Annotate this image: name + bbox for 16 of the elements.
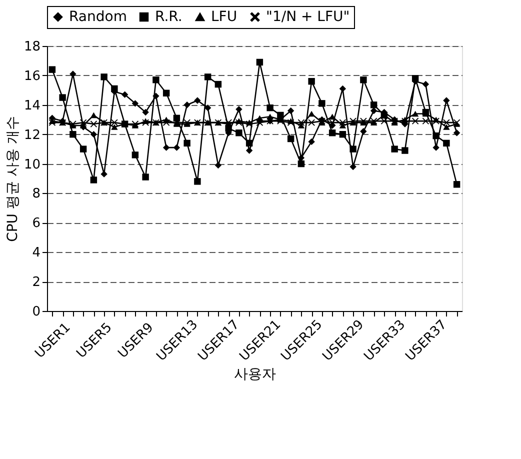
y-tick-label: 12 (24, 128, 40, 143)
y-tick-label: 14 (24, 98, 40, 114)
y-tick-label: 4 (32, 246, 40, 261)
y-tick-label: 2 (32, 275, 40, 290)
legend-label: Random (69, 9, 127, 25)
y-tick-label: 18 (24, 40, 40, 54)
y-tick-label: 0 (32, 304, 40, 320)
y-tick-label: 10 (24, 157, 40, 172)
legend-label: "1/N + LFU" (266, 9, 350, 25)
y-tick-label: 8 (32, 186, 40, 202)
y-tick-label: 6 (32, 216, 40, 232)
legend-label: R.R. (155, 9, 182, 25)
legend-label: LFU (211, 9, 238, 25)
y-axis-title: CPU 평균 사용 개수 (4, 116, 21, 242)
y-tick-label: 16 (24, 68, 40, 84)
x-axis-title: 사용자 (234, 366, 276, 383)
